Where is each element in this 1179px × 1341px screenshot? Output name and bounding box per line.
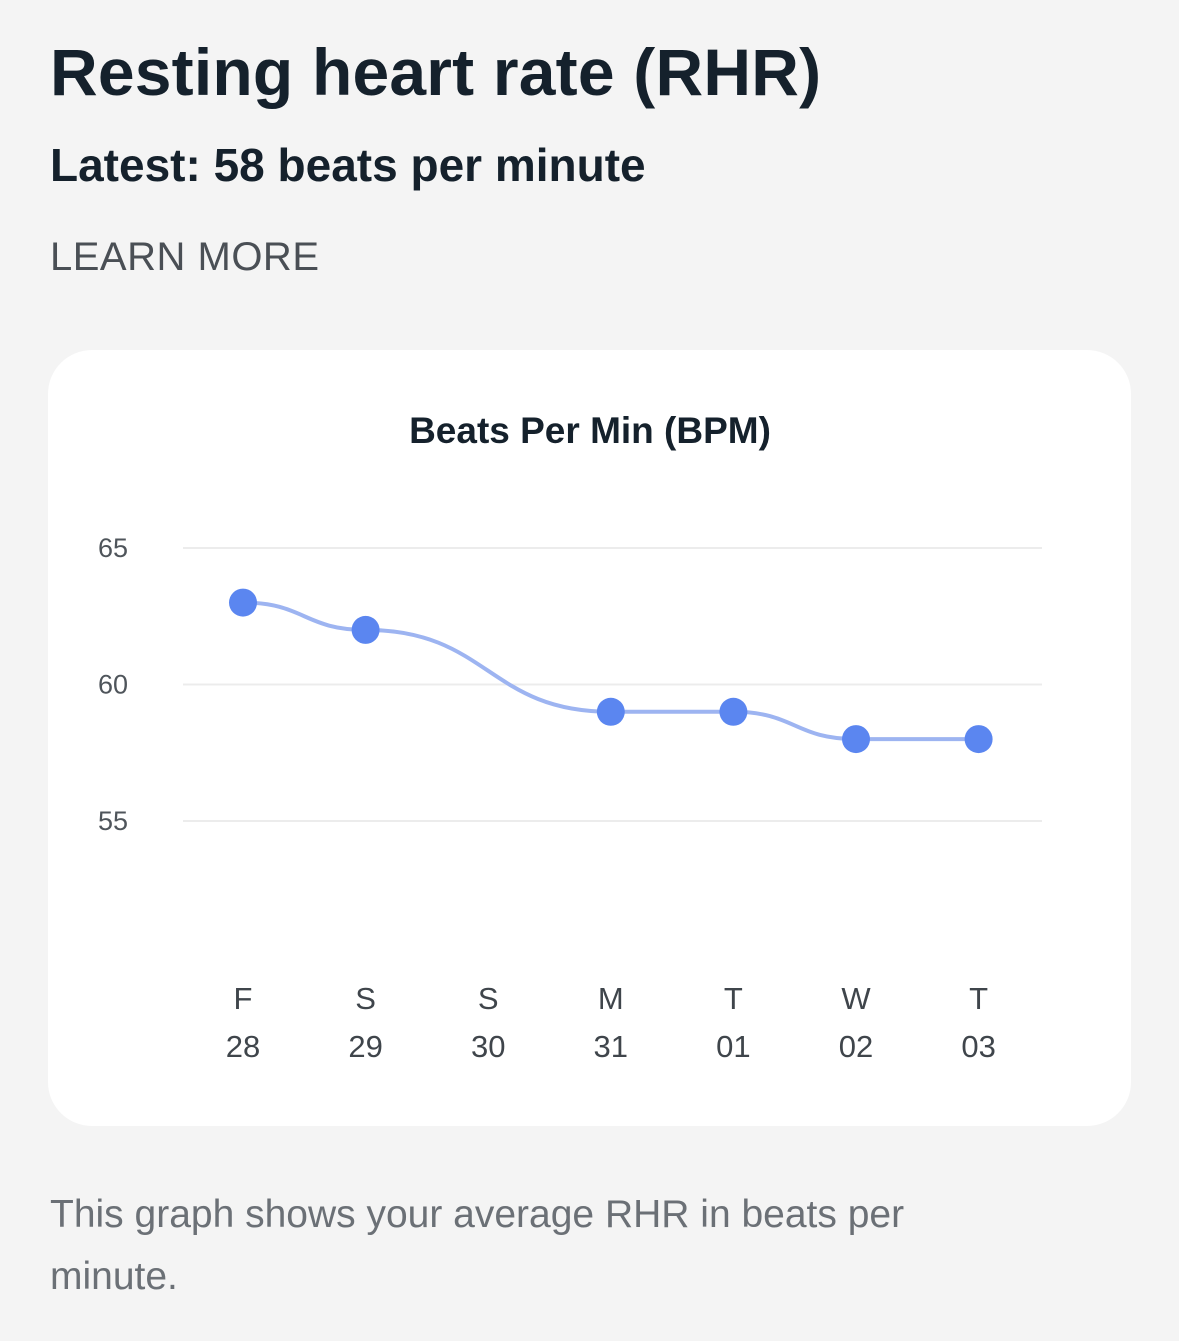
grid-layer (183, 547, 1042, 822)
y-axis-labels: 55 60 65 (98, 533, 128, 836)
x-date-label: 29 (348, 1029, 382, 1064)
data-point[interactable] (842, 725, 870, 754)
x-day-label: T (724, 981, 743, 1016)
data-points (229, 588, 993, 754)
y-tick-label: 55 (98, 806, 128, 836)
chart-title: Beats Per Min (BPM) (409, 410, 771, 451)
x-date-label: 01 (716, 1029, 750, 1064)
latest-value: Latest: 58 beats per minute (50, 139, 646, 191)
chart-card: Beats Per Min (BPM) 55 60 65 F 28 S 29 S 30 M 31 T… (48, 350, 1131, 1126)
x-day-label: M (598, 981, 624, 1016)
x-date-label: 30 (471, 1029, 505, 1064)
y-tick-label: 65 (98, 533, 128, 563)
bpm-chart: Beats Per Min (BPM) 55 60 65 F 28 S 29 S 30 M 31 T… (98, 410, 1042, 1064)
x-day-label: T (969, 981, 988, 1016)
page-title: Resting heart rate (RHR) (50, 35, 822, 109)
data-point[interactable] (964, 725, 993, 754)
x-day-label: W (841, 981, 871, 1016)
x-day-label: S (355, 981, 376, 1016)
x-date-label: 28 (226, 1029, 260, 1064)
series-line (241, 600, 981, 742)
learn-more-link[interactable]: LEARN MORE (50, 235, 320, 279)
data-point[interactable] (351, 615, 380, 644)
x-date-label: 03 (961, 1029, 995, 1064)
data-point[interactable] (719, 697, 748, 726)
x-day-label: S (478, 981, 499, 1016)
x-day-label: F (234, 981, 253, 1016)
y-tick-label: 60 (98, 670, 128, 700)
x-axis-labels: F 28 S 29 S 30 M 31 T 01 W 02 T 03 (226, 981, 996, 1064)
data-point[interactable] (229, 588, 257, 617)
x-date-label: 31 (594, 1029, 628, 1064)
chart-caption: This graph shows your average RHR in bea… (50, 1193, 905, 1298)
x-date-label: 02 (839, 1029, 873, 1064)
data-point[interactable] (596, 697, 625, 726)
